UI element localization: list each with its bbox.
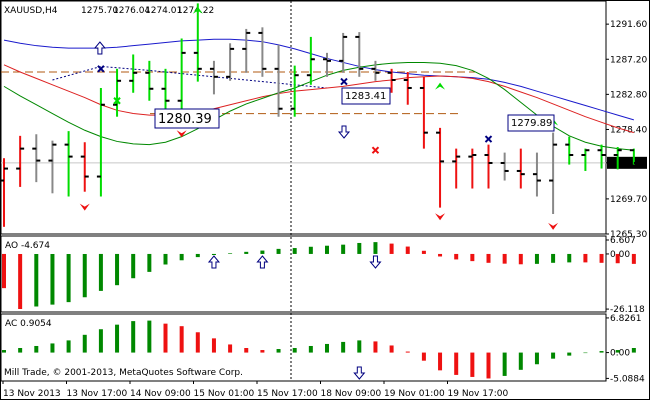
ao-title: AO -4.674: [5, 241, 50, 251]
ao-buy-arrow-icon: [256, 255, 269, 269]
ohlc-bar: [419, 76, 428, 149]
time-tick-label: 15 Nov 17:00: [257, 389, 318, 399]
price-tick-label: 1287.20: [610, 55, 647, 65]
ao-buy-arrow-icon: [207, 255, 221, 269]
ohlc-low: 1274.01: [145, 6, 182, 16]
ohlc-bar: [80, 142, 89, 192]
small-cross-icon: [371, 146, 380, 154]
ohlc-bar: [371, 60, 380, 81]
ohlc-bar: [597, 144, 606, 169]
small-cross-icon: [113, 97, 121, 105]
ohlc-bar: [532, 152, 541, 197]
current-price-label: 1274.22: [610, 159, 647, 169]
ohlc-bar: [468, 148, 477, 189]
ac-tick-label: -5.0884: [610, 374, 645, 384]
cross-marker-icon: [340, 77, 348, 86]
copyright-text: Mill Trade, © 2001-2013, MetaQuotes Soft…: [4, 368, 243, 378]
moving-average-line: [3, 38, 634, 121]
ohlc-bar: [613, 147, 622, 170]
ohlc-bar: [581, 148, 590, 171]
time-tick-label: 13 Nov 2013: [3, 389, 61, 399]
ohlc-bar: [323, 52, 331, 77]
level-label-text: 1280.39: [158, 112, 212, 127]
time-tick-label: 15 Nov 01:00: [194, 389, 255, 399]
ao-tick-label: 0.00: [610, 250, 630, 260]
pane-frame-ao: [0, 235, 607, 313]
ohlc-bar: [48, 140, 57, 194]
ao-tick-label: -26.118: [610, 305, 645, 315]
ac-tick-label: 6.8261: [610, 314, 642, 324]
ohlc-bar: [274, 44, 283, 117]
ac-sell-arrow-icon: [353, 366, 366, 380]
dotted-trend-line: [52, 65, 328, 89]
sell-arrow-icon: [337, 125, 351, 139]
moving-average-line: [3, 64, 634, 134]
price-tick-label: 1269.70: [610, 195, 647, 205]
up-arrow-marker: [192, 6, 203, 14]
ohlc-bar: [193, 3, 202, 82]
ohlc-bar: [177, 38, 186, 114]
ohlc-bar: [209, 60, 218, 95]
time-tick-label: 18 Nov 09:00: [321, 389, 382, 399]
ohlc-bar: [129, 54, 138, 93]
cross-marker-icon: [97, 65, 105, 73]
ohlc-bar: [258, 27, 267, 77]
down-arrow-marker: [548, 222, 559, 230]
time-tick-label: 14 Nov 09:00: [130, 389, 191, 399]
price-tick-label: 1265.30: [610, 230, 647, 240]
ohlc-bar: [242, 28, 251, 73]
symbol-title: XAUUSD,H4: [4, 6, 58, 16]
ohlc-bar: [500, 152, 509, 181]
ohlc-bar: [387, 68, 396, 93]
ohlc-bar: [290, 65, 299, 117]
ohlc-bar: [339, 32, 348, 73]
level-label-text: 1283.41: [345, 91, 386, 102]
up-arrow-marker: [435, 82, 446, 90]
down-arrow-marker: [176, 130, 187, 138]
ohlc-high: 1276.04: [113, 6, 150, 16]
ohlc-bar: [32, 134, 41, 183]
ac-tick-label: 0.00: [610, 349, 630, 359]
level-label-box: [154, 108, 220, 129]
price-tick-label: 1278.40: [610, 125, 647, 135]
ohlc-bar: [403, 72, 412, 105]
time-tick-label: 13 Nov 17:00: [67, 389, 128, 399]
down-arrow-marker: [435, 213, 446, 221]
ohlc-open: 1275.70: [81, 6, 118, 16]
level-label-box: [341, 87, 391, 105]
level-label-text: 1279.89: [511, 118, 552, 129]
ohlc-bar: [96, 87, 105, 197]
down-arrow-marker: [79, 203, 90, 211]
ohlc-bar: [226, 43, 235, 81]
ohlc-bar: [484, 144, 493, 189]
ao-tick-label: 6.607: [610, 236, 636, 246]
ohlc-bar: [0, 158, 8, 227]
buy-arrow-icon: [93, 41, 106, 55]
price-tick-label: 1291.60: [610, 20, 647, 30]
ohlc-bar: [516, 148, 525, 189]
ohlc-bar: [145, 60, 154, 101]
ohlc-bar: [113, 68, 122, 117]
ac-title: AC 0.9054: [5, 319, 52, 329]
ohlc-bar: [306, 36, 315, 85]
moving-average-line: [3, 61, 634, 151]
ao-sell-arrow-icon: [369, 255, 382, 269]
cross-marker-icon: [484, 135, 493, 143]
time-tick-label: 19 Nov 01:00: [384, 389, 445, 399]
ohlc-bar: [452, 148, 461, 189]
ohlc-bar: [436, 127, 445, 208]
ohlc-bar: [549, 132, 558, 215]
price-tick-label: 1282.80: [610, 90, 647, 100]
ohlc-bar: [629, 148, 638, 165]
ohlc-bar: [565, 136, 574, 165]
ohlc-bar: [355, 32, 364, 77]
ohlc-bar: [16, 135, 25, 187]
ohlc-bar: [64, 131, 73, 197]
level-label-box: [507, 114, 555, 132]
time-tick-label: 19 Nov 17:00: [448, 389, 509, 399]
